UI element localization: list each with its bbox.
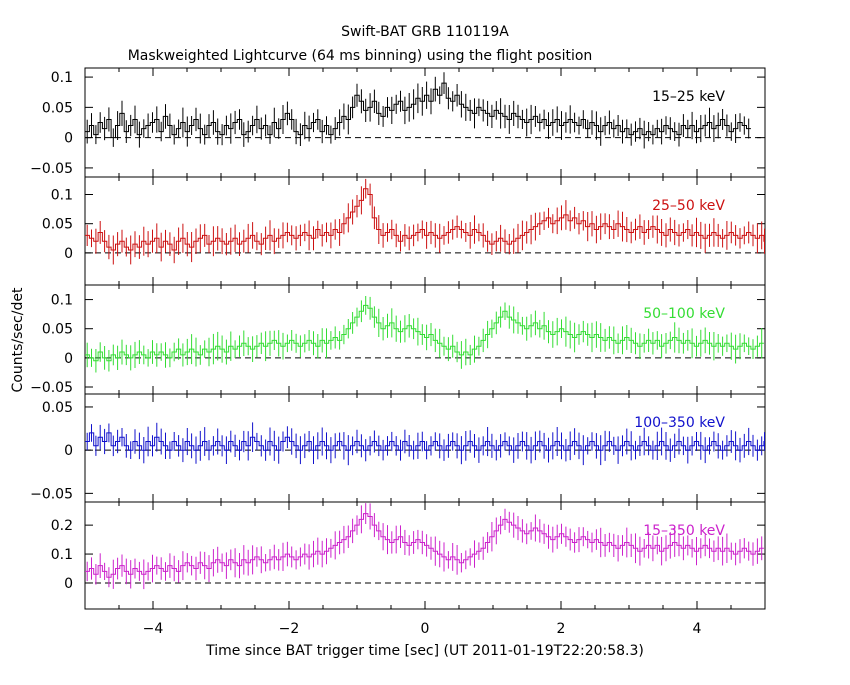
series-label: 50–100 keV <box>643 306 725 322</box>
y-tick-label: 0 <box>64 131 73 147</box>
y-tick-label: −0.05 <box>30 380 73 396</box>
y-tick-label: 0 <box>64 246 73 262</box>
y-tick-label: 0 <box>64 443 73 459</box>
y-tick-label: 0.1 <box>51 70 73 86</box>
x-tick-label: 2 <box>557 621 566 637</box>
series-label: 15–350 keV <box>643 523 725 539</box>
x-tick-label: 4 <box>693 621 702 637</box>
series-label: 100–350 keV <box>634 415 725 431</box>
panel-4: −0.05 0 0.05 100–350 keV <box>30 393 766 503</box>
series-line <box>85 513 764 578</box>
y-tick-label: 0.2 <box>51 518 73 534</box>
y-tick-label: 0.05 <box>42 100 73 116</box>
series-line <box>85 304 764 362</box>
series-line <box>85 82 751 139</box>
series-label: 25–50 keV <box>652 198 725 214</box>
chart-title: Swift-BAT GRB 110119A <box>341 24 509 40</box>
y-tick-label: −0.05 <box>30 161 73 177</box>
series-line <box>85 432 765 451</box>
y-tick-label: 0.1 <box>51 188 73 204</box>
x-axis-label: Time since BAT trigger time [sec] (UT 20… <box>205 643 644 659</box>
series-line <box>85 188 765 251</box>
y-tick-label: 0.1 <box>51 293 73 309</box>
y-axis-label: Counts/sec/det <box>10 287 26 392</box>
panel-1: −0.05 0 0.05 0.1 15–25 keV <box>30 67 766 178</box>
series-label: 15–25 keV <box>652 89 725 105</box>
x-tick-label: 0 <box>421 621 430 637</box>
y-tick-label: 0 <box>64 576 73 592</box>
y-tick-label: −0.05 <box>30 486 73 502</box>
x-tick-label: −2 <box>279 621 300 637</box>
panel-3: −0.05 0 0.05 0.1 50–100 keV <box>30 284 766 396</box>
panel-5: 0 0.1 0.2 15–350 keV <box>51 501 766 610</box>
y-tick-label: 0 <box>64 351 73 367</box>
chart-subtitle: Maskweighted Lightcurve (64 ms binning) … <box>128 48 593 64</box>
y-tick-label: 0.1 <box>51 547 73 563</box>
panel-2: 0 0.05 0.1 25–50 keV <box>42 176 766 286</box>
x-tick-label: −4 <box>143 621 164 637</box>
y-tick-label: 0.05 <box>42 400 73 416</box>
panels-group: −0.05 0 0.05 0.1 15–25 keV 0 0.05 0.1 25–50 keV −… <box>30 67 766 637</box>
y-tick-label: 0.05 <box>42 217 73 233</box>
y-tick-label: 0.05 <box>42 322 73 338</box>
